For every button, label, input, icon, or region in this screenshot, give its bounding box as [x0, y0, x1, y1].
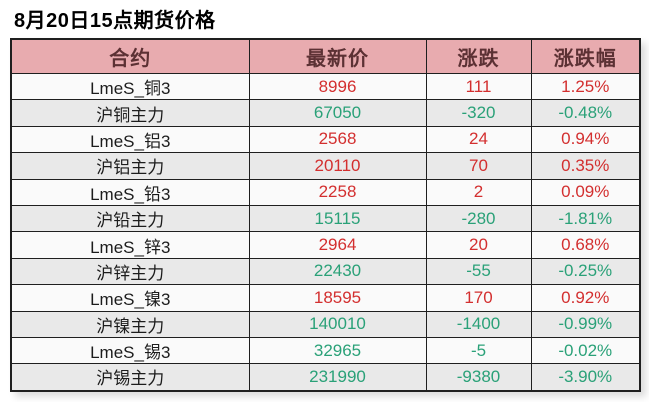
change-cell: -55: [425, 257, 532, 286]
change-cell: 170: [425, 284, 532, 312]
change-cell: 111: [425, 72, 532, 101]
price-cell: 22430: [248, 257, 427, 286]
contract-cell: 沪铝主力: [10, 152, 250, 180]
table-row: 沪锡主力 231990 -9380 -3.90%: [10, 363, 641, 392]
price-cell: 15115: [248, 204, 427, 233]
table-row: LmeS_镍3 18595 170 0.92%: [10, 284, 641, 312]
pct-cell: -1.81%: [530, 204, 641, 233]
price-cell: 67050: [248, 99, 427, 127]
change-cell: -1400: [425, 310, 532, 338]
pct-cell: 0.09%: [530, 178, 641, 206]
price-cell: 231990: [248, 363, 427, 392]
pct-cell: -3.90%: [530, 363, 641, 392]
table-row: 沪锌主力 22430 -55 -0.25%: [10, 257, 641, 286]
table-row: 沪铝主力 20110 70 0.35%: [10, 152, 641, 180]
change-cell: 70: [425, 152, 532, 180]
pct-cell: 0.68%: [530, 231, 641, 259]
contract-cell: LmeS_铝3: [10, 125, 250, 154]
header-row: 合约 最新价 涨跌 涨跌幅: [10, 38, 641, 74]
table-row: 沪铜主力 67050 -320 -0.48%: [10, 99, 641, 127]
contract-cell: LmeS_铅3: [10, 178, 250, 206]
price-cell: 18595: [248, 284, 427, 312]
price-cell: 2568: [248, 125, 427, 154]
contract-cell: 沪锌主力: [10, 257, 250, 286]
table-body: LmeS_铜3 8996 111 1.25% 沪铜主力 67050 -320 -0.48% Lm…: [10, 72, 641, 392]
table-row: LmeS_铜3 8996 111 1.25%: [10, 72, 641, 101]
pct-cell: 0.35%: [530, 152, 641, 180]
contract-cell: LmeS_铜3: [10, 72, 250, 101]
pct-cell: -0.48%: [530, 99, 641, 127]
change-cell: 20: [425, 231, 532, 259]
col-header-change-pct: 涨跌幅: [530, 38, 641, 74]
table-row: LmeS_铝3 2568 24 0.94%: [10, 125, 641, 154]
change-cell: 24: [425, 125, 532, 154]
page-title: 8月20日15点期货价格: [14, 10, 216, 32]
col-header-latest-price: 最新价: [248, 38, 427, 74]
price-cell: 140010: [248, 310, 427, 338]
table-row: 沪铅主力 15115 -280 -1.81%: [10, 204, 641, 233]
table-row: LmeS_铅3 2258 2 0.09%: [10, 178, 641, 206]
change-cell: 2: [425, 178, 532, 206]
change-cell: -320: [425, 99, 532, 127]
price-cell: 2258: [248, 178, 427, 206]
pct-cell: 1.25%: [530, 72, 641, 101]
contract-cell: 沪铜主力: [10, 99, 250, 127]
pct-cell: -0.25%: [530, 257, 641, 286]
contract-cell: 沪铅主力: [10, 204, 250, 233]
col-header-change: 涨跌: [425, 38, 532, 74]
table-row: LmeS_锡3 32965 -5 -0.02%: [10, 336, 641, 365]
change-cell: -5: [425, 336, 532, 365]
contract-cell: LmeS_锡3: [10, 336, 250, 365]
price-cell: 32965: [248, 336, 427, 365]
change-cell: -9380: [425, 363, 532, 392]
pct-cell: 0.92%: [530, 284, 641, 312]
pct-cell: 0.94%: [530, 125, 641, 154]
table-row: LmeS_锌3 2964 20 0.68%: [10, 231, 641, 259]
contract-cell: 沪镍主力: [10, 310, 250, 338]
price-cell: 8996: [248, 72, 427, 101]
col-header-contract: 合约: [10, 38, 250, 74]
futures-price-table: 合约 最新价 涨跌 涨跌幅 LmeS_铜3 8996 111 1.25% 沪铜主力 670…: [10, 38, 641, 392]
change-cell: -280: [425, 204, 532, 233]
table-row: 沪镍主力 140010 -1400 -0.99%: [10, 310, 641, 338]
contract-cell: LmeS_锌3: [10, 231, 250, 259]
price-cell: 20110: [248, 152, 427, 180]
price-cell: 2964: [248, 231, 427, 259]
contract-cell: LmeS_镍3: [10, 284, 250, 312]
pct-cell: -0.99%: [530, 310, 641, 338]
contract-cell: 沪锡主力: [10, 363, 250, 392]
pct-cell: -0.02%: [530, 336, 641, 365]
